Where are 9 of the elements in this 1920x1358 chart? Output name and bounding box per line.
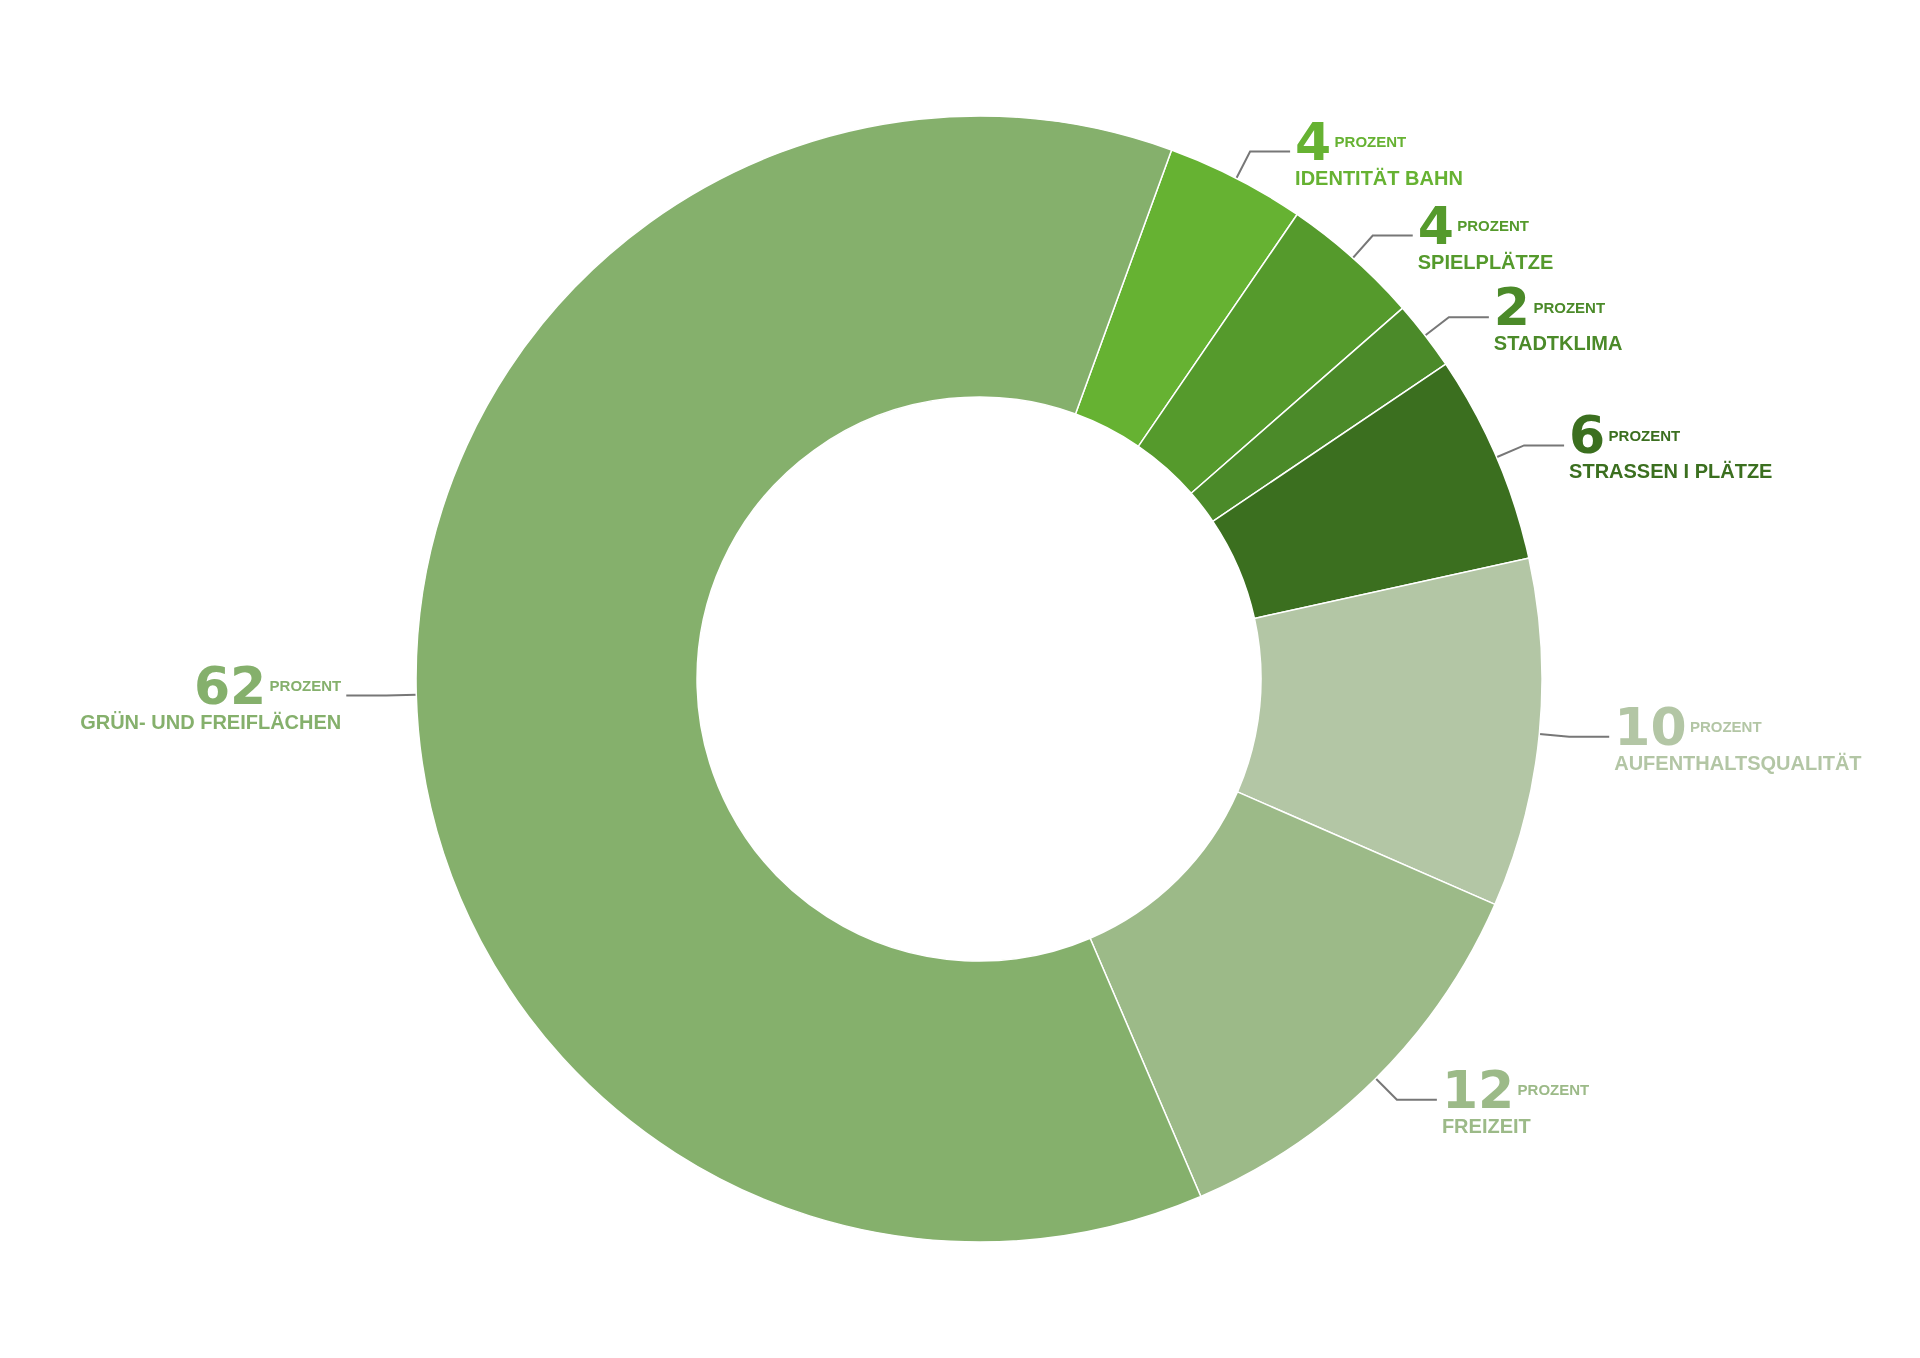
text: PROZENT	[1334, 133, 1407, 151]
text: PROZENT	[1517, 1081, 1590, 1099]
text: PROZENT	[1533, 298, 1606, 316]
text: PROZENT	[1457, 217, 1529, 235]
text: PROZENT	[269, 677, 342, 695]
text: PROZENT	[1689, 718, 1762, 736]
slice-label: STADTKLIMA	[1493, 332, 1623, 355]
text: PROZENT	[1608, 426, 1681, 444]
slice-label: STRASSEN I PLÄTZE	[1569, 460, 1773, 483]
